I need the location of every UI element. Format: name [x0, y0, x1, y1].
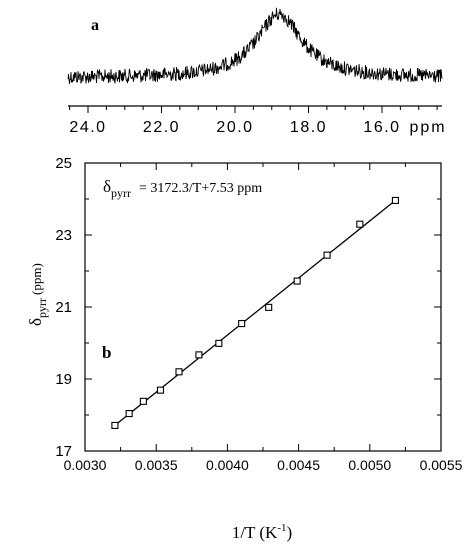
- spectrum-tick-label: 16.0: [363, 119, 400, 136]
- y-tick-label: 19: [55, 371, 72, 388]
- x-label-close: ): [287, 523, 293, 542]
- x-tick-label: 0.0030: [64, 457, 107, 473]
- spectrum-tick-label: 22.0: [143, 119, 180, 136]
- scatter-panel: 0.0030 0.0035 0.0040 0.0045 0.0050 0.005…: [26, 155, 463, 542]
- x-label-exponent: -1: [277, 522, 286, 534]
- data-point: [323, 251, 331, 259]
- data-point: [356, 220, 364, 228]
- data-point: [195, 351, 203, 359]
- y-label-symbol: δ: [26, 318, 45, 326]
- data-points: [111, 196, 399, 429]
- equation-rest: = 3172.3/T+7.53 ppm: [139, 181, 262, 196]
- equation-subscript: pyrr: [111, 186, 131, 200]
- panel-label-a: a: [91, 17, 99, 34]
- x-tick-label: 0.0055: [420, 457, 463, 473]
- spectrum-panel: a 24.0 22.0 20.0 18.0 16.0 ppm: [67, 7, 446, 136]
- y-tick-marks: [85, 162, 441, 452]
- data-point: [125, 410, 133, 418]
- data-point: [156, 386, 165, 394]
- panel-label-b: b: [102, 343, 111, 362]
- equation: δpyrr = 3172.3/T+7.53 ppm: [103, 177, 262, 200]
- spectrum-tick-label: 20.0: [216, 119, 253, 136]
- data-point: [265, 303, 273, 311]
- spectrum-tick-label: 24.0: [69, 119, 106, 136]
- y-tick-label: 21: [55, 299, 72, 316]
- y-tick-label: 25: [55, 155, 72, 172]
- data-point: [111, 421, 119, 429]
- spectrum-unit-label: ppm: [409, 119, 446, 136]
- x-label-main: 1/T (K: [232, 523, 278, 542]
- data-point: [391, 196, 399, 204]
- spectrum-tick-marks: [69, 106, 438, 113]
- y-axis-label: δpyrr (ppm): [26, 263, 49, 326]
- spectrum-trace: [67, 7, 443, 85]
- x-tick-label: 0.0040: [206, 457, 249, 473]
- y-tick-label: 23: [55, 227, 72, 244]
- equation-symbol: δ: [103, 177, 111, 196]
- data-point: [175, 368, 183, 376]
- data-point: [215, 339, 223, 347]
- y-label-unit: (ppm): [29, 263, 44, 295]
- x-tick-label: 0.0050: [348, 457, 391, 473]
- data-point: [238, 320, 246, 328]
- x-tick-label: 0.0035: [135, 457, 178, 473]
- y-tick-label: 17: [55, 443, 72, 460]
- x-tick-marks: [84, 163, 442, 451]
- data-point: [293, 277, 301, 285]
- x-tick-label: 0.0045: [277, 457, 320, 473]
- x-axis-label: 1/T (K-1): [232, 522, 292, 542]
- data-point: [139, 397, 147, 405]
- spectrum-tick-label: 18.0: [290, 119, 327, 136]
- y-label-subscript: pyrr: [35, 298, 49, 318]
